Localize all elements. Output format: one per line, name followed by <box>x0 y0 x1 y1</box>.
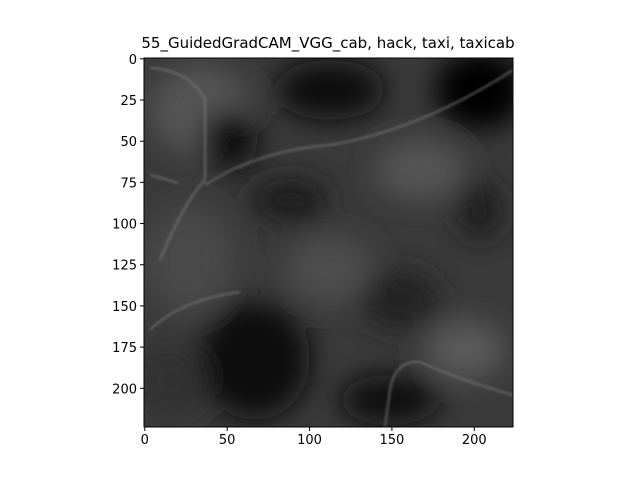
x-tick-label: 200 <box>462 433 487 448</box>
x-tick-label: 0 <box>141 433 149 448</box>
x-tick-label: 100 <box>297 433 322 448</box>
x-tick-label: 50 <box>219 433 236 448</box>
y-tick-label: 0 <box>129 53 137 68</box>
y-tick-label: 175 <box>112 341 137 356</box>
y-tick-label: 25 <box>120 94 137 109</box>
y-tick-label: 50 <box>120 135 137 150</box>
y-tick-label: 75 <box>120 176 137 191</box>
y-tick-label: 150 <box>112 300 137 315</box>
chart-title: 55_GuidedGradCAM_VGG_cab, hack, taxi, ta… <box>141 34 514 53</box>
image <box>144 58 513 427</box>
axes-frame <box>143 57 514 428</box>
y-tick-label: 200 <box>112 382 137 397</box>
y-tick-label: 125 <box>112 259 137 274</box>
y-tick-label: 100 <box>112 218 137 233</box>
x-tick-label: 150 <box>380 433 405 448</box>
